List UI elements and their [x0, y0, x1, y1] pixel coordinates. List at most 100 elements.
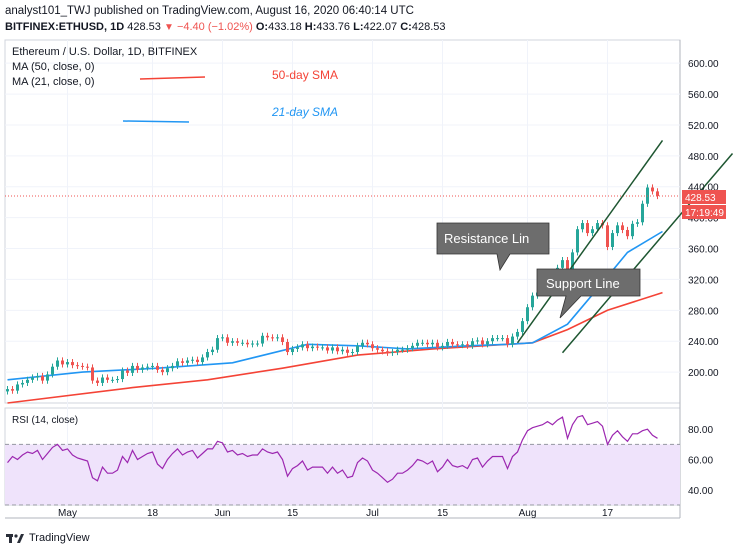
candle[interactable] — [66, 362, 69, 365]
candle[interactable] — [21, 382, 24, 385]
candle[interactable] — [41, 375, 44, 381]
candle[interactable] — [86, 366, 89, 368]
candle[interactable] — [396, 349, 399, 353]
candle[interactable] — [56, 360, 59, 367]
candle[interactable] — [351, 352, 354, 354]
candle[interactable] — [236, 341, 239, 343]
candle[interactable] — [501, 338, 504, 340]
candle[interactable] — [11, 389, 14, 391]
candle[interactable] — [331, 347, 334, 351]
candle[interactable] — [486, 341, 489, 345]
candle[interactable] — [106, 377, 109, 380]
candle[interactable] — [211, 349, 214, 353]
candle[interactable] — [371, 344, 374, 349]
candle[interactable] — [526, 307, 529, 322]
candle[interactable] — [196, 359, 199, 363]
candle[interactable] — [521, 321, 524, 332]
candle[interactable] — [561, 260, 564, 268]
candle[interactable] — [616, 225, 619, 234]
candle[interactable] — [336, 347, 339, 352]
candle[interactable] — [126, 370, 129, 373]
candle[interactable] — [631, 223, 634, 237]
candle[interactable] — [286, 341, 289, 353]
candle[interactable] — [291, 348, 294, 353]
candle[interactable] — [226, 337, 229, 343]
candle[interactable] — [251, 343, 254, 345]
candle[interactable] — [316, 346, 319, 348]
candle[interactable] — [471, 341, 474, 346]
candle[interactable] — [591, 229, 594, 234]
candle[interactable] — [481, 340, 484, 345]
candle[interactable] — [181, 361, 184, 363]
candle[interactable] — [506, 338, 509, 345]
candle[interactable] — [376, 348, 379, 350]
support-trendline[interactable] — [561, 153, 734, 354]
candle[interactable] — [146, 366, 149, 368]
candle[interactable] — [191, 359, 194, 361]
candle[interactable] — [491, 338, 494, 342]
candle[interactable] — [216, 338, 219, 350]
candle[interactable] — [496, 338, 499, 340]
resistance-trendline[interactable] — [516, 139, 664, 344]
candle[interactable] — [161, 369, 164, 373]
candle[interactable] — [626, 229, 629, 237]
candle[interactable] — [261, 335, 264, 344]
candle[interactable] — [381, 349, 384, 352]
candle[interactable] — [611, 233, 614, 247]
candle[interactable] — [31, 377, 34, 380]
candle[interactable] — [206, 352, 209, 358]
candle[interactable] — [621, 225, 624, 230]
candle[interactable] — [101, 377, 104, 383]
candle[interactable] — [116, 379, 119, 381]
candle[interactable] — [461, 344, 464, 346]
candle[interactable] — [451, 341, 454, 345]
candle[interactable] — [81, 365, 84, 367]
candle[interactable] — [256, 343, 259, 345]
candle[interactable] — [301, 344, 304, 348]
candle[interactable] — [636, 222, 639, 224]
footer-brand[interactable]: TradingView — [29, 532, 90, 544]
candle[interactable] — [326, 347, 329, 351]
candle[interactable] — [361, 342, 364, 346]
candle[interactable] — [356, 345, 359, 353]
price-chart[interactable]: 600.00 560.00 520.00 480.00 440.00 400.00 360.… — [0, 0, 740, 530]
candle[interactable] — [441, 345, 444, 348]
candle[interactable] — [516, 331, 519, 337]
candle[interactable] — [476, 340, 479, 342]
candle[interactable] — [431, 342, 434, 345]
candle[interactable] — [531, 295, 534, 308]
candle[interactable] — [96, 380, 99, 383]
candle[interactable] — [26, 379, 29, 383]
candle[interactable] — [166, 368, 169, 373]
candle[interactable] — [36, 375, 39, 378]
candle[interactable] — [111, 379, 114, 381]
candle[interactable] — [151, 365, 154, 367]
candle[interactable] — [426, 342, 429, 345]
candle[interactable] — [651, 187, 654, 192]
candle[interactable] — [6, 389, 9, 392]
candle[interactable] — [246, 342, 249, 345]
candle[interactable] — [281, 337, 284, 342]
candle[interactable] — [596, 223, 599, 230]
candle[interactable] — [406, 348, 409, 350]
candle[interactable] — [61, 360, 64, 365]
candle[interactable] — [391, 352, 394, 354]
candle[interactable] — [401, 349, 404, 351]
candle[interactable] — [121, 370, 124, 380]
candle[interactable] — [131, 365, 134, 373]
candle[interactable] — [241, 342, 244, 344]
candle[interactable] — [306, 344, 309, 349]
candle[interactable] — [386, 351, 389, 353]
candle[interactable] — [141, 367, 144, 370]
candle[interactable] — [321, 347, 324, 349]
candle[interactable] — [346, 349, 349, 353]
candle[interactable] — [341, 349, 344, 352]
candle[interactable] — [411, 345, 414, 349]
candle[interactable] — [266, 335, 269, 338]
candle[interactable] — [76, 365, 79, 367]
candle[interactable] — [446, 341, 449, 346]
candle[interactable] — [466, 344, 469, 346]
candle[interactable] — [271, 337, 274, 339]
candle[interactable] — [51, 366, 54, 375]
candle[interactable] — [201, 357, 204, 363]
